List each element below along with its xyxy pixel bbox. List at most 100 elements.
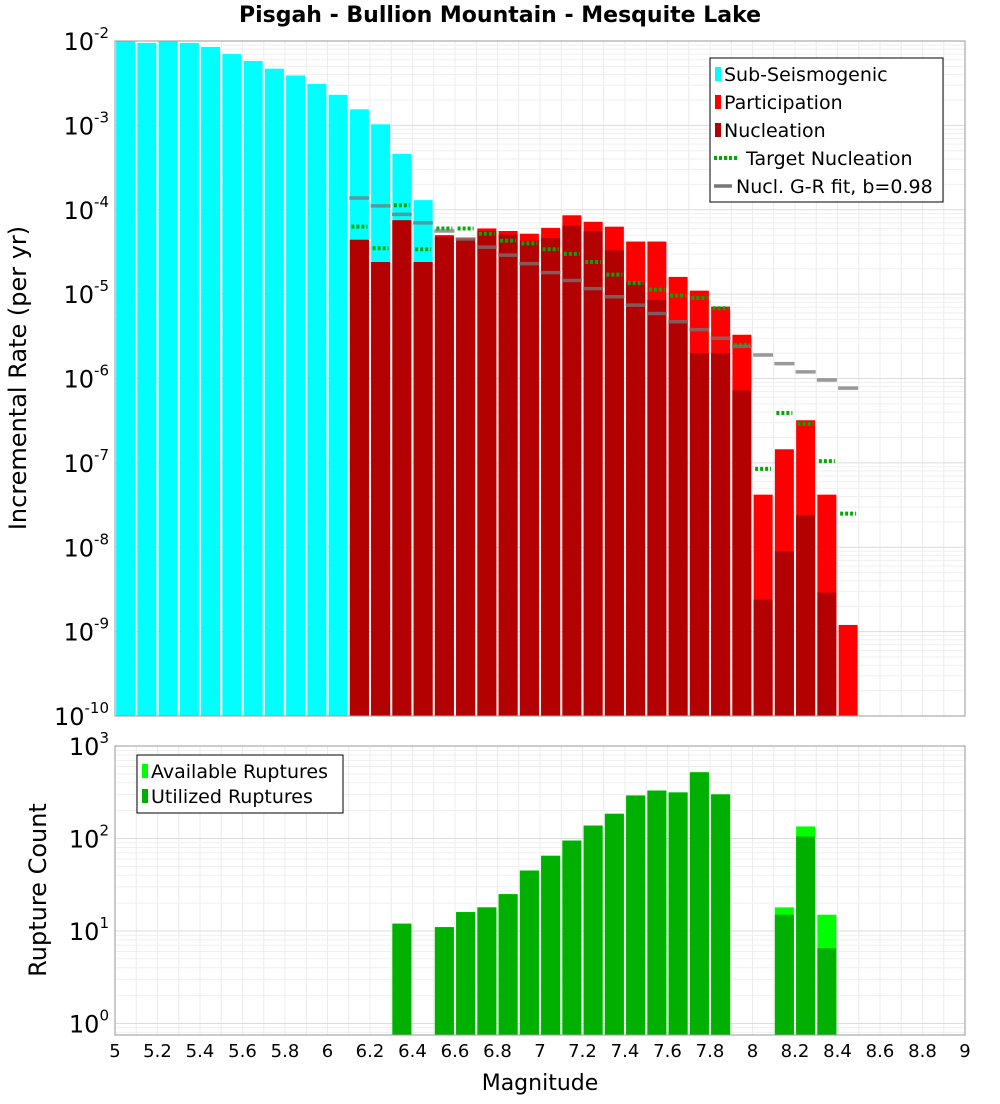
legend-box xyxy=(136,754,344,814)
legend-box xyxy=(709,57,944,203)
legend-item: Sub-Seismogenic xyxy=(715,64,888,86)
plot-frame-1 xyxy=(114,745,966,1036)
x-tick-label: 5 xyxy=(109,1041,120,1062)
legend-item: Participation xyxy=(715,92,843,114)
legend-swatch xyxy=(142,789,148,803)
bar xyxy=(519,240,539,717)
legend-label: Utilized Ruptures xyxy=(151,786,313,808)
x-tick-label: 8.8 xyxy=(908,1041,937,1062)
bar xyxy=(158,41,178,716)
bar xyxy=(477,907,497,1035)
bar xyxy=(371,262,391,716)
x-tick-label: 6.8 xyxy=(483,1041,512,1062)
legend-item: Target Nucleation xyxy=(714,148,913,170)
x-tick-label: 5.8 xyxy=(271,1041,300,1062)
bar xyxy=(307,83,327,716)
bar xyxy=(286,75,306,717)
y-tick-labels-1: 100 101 102 103 xyxy=(69,729,109,1038)
legend-0: Sub-Seismogenic Participation Nucleation Ta… xyxy=(709,57,944,203)
x-tick-label: 6 xyxy=(322,1041,333,1062)
bar xyxy=(647,300,667,716)
legend-label: Participation xyxy=(724,92,843,114)
bar xyxy=(392,220,412,717)
x-axis-label: Magnitude xyxy=(482,1071,599,1096)
bar xyxy=(583,825,603,1035)
bar xyxy=(604,250,624,717)
bar xyxy=(519,870,539,1035)
legend-label: Sub-Seismogenic xyxy=(724,64,888,86)
bar xyxy=(413,262,433,716)
bottom-y-axis-label: Rupture Count xyxy=(24,803,52,977)
y-tick-label: 10-3 xyxy=(63,108,109,140)
x-tick-labels: 5 5.2 5.4 5.6 5.8 6 6.2 6.4 6.6 6.8 7 7.2 7.4 7.6 7.8 8… xyxy=(109,1041,970,1062)
bar xyxy=(838,624,858,716)
y-tick-label: 10-2 xyxy=(63,24,109,56)
bar xyxy=(264,68,284,716)
bar xyxy=(456,912,476,1035)
y-tick-labels-0: 10-10 10-9 10-8 10-7 10-6 10-5 10-4 10-3 10-2 xyxy=(54,24,109,731)
y-tick-label: 10-9 xyxy=(63,615,109,647)
series-utilized-ruptures xyxy=(392,772,837,1035)
bar xyxy=(753,599,773,716)
x-tick-label: 8 xyxy=(747,1041,758,1062)
legend-swatch xyxy=(715,67,721,81)
bar xyxy=(817,948,837,1035)
bar xyxy=(349,239,369,716)
bar xyxy=(456,239,476,716)
y-tick-label: 100 xyxy=(69,1006,109,1038)
legend-label: Available Ruptures xyxy=(151,761,328,783)
bar xyxy=(668,792,688,1035)
bar xyxy=(541,238,561,716)
bar xyxy=(711,353,731,716)
bar xyxy=(498,234,518,716)
x-tick-label: 7 xyxy=(534,1041,545,1062)
x-tick-label: 8.2 xyxy=(781,1041,810,1062)
bar xyxy=(137,42,157,716)
bar xyxy=(689,353,709,716)
bar xyxy=(179,42,199,716)
bar xyxy=(562,840,582,1035)
legend-item: Nucleation xyxy=(715,120,826,142)
bar xyxy=(498,894,518,1035)
legend-1: Available Ruptures Utilized Ruptures xyxy=(136,754,344,814)
bar xyxy=(626,281,646,716)
y-tick-label: 10-10 xyxy=(54,699,109,731)
bar xyxy=(583,230,603,716)
bar xyxy=(541,855,561,1035)
bar xyxy=(562,225,582,716)
legend-swatch xyxy=(715,123,721,137)
x-tick-label: 8.6 xyxy=(866,1041,895,1062)
chart-title: Pisgah - Bullion Mountain - Mesquite Lak… xyxy=(239,3,761,28)
legend-label: Nucleation xyxy=(724,120,826,142)
x-tick-label: 7.6 xyxy=(653,1041,682,1062)
bar xyxy=(817,592,837,716)
bar xyxy=(434,927,454,1035)
bar xyxy=(477,230,497,716)
y-tick-label: 10-8 xyxy=(63,530,109,562)
bar xyxy=(774,551,794,716)
legend-item: Utilized Ruptures xyxy=(142,786,313,808)
bar xyxy=(689,772,709,1035)
x-tick-label: 7.8 xyxy=(696,1041,725,1062)
y-tick-label: 103 xyxy=(69,729,109,761)
y-tick-label: 102 xyxy=(69,821,109,853)
plot-frame-0 xyxy=(114,40,966,717)
bar xyxy=(626,795,646,1035)
bar xyxy=(392,923,412,1035)
y-tick-label: 10-7 xyxy=(63,446,109,478)
legend-item: Available Ruptures xyxy=(142,761,328,783)
x-tick-label: 5.2 xyxy=(143,1041,172,1062)
x-tick-label: 8.4 xyxy=(823,1041,852,1062)
series-nucl-g-r-fit-b-0-98 xyxy=(349,196,859,390)
bar xyxy=(434,236,454,716)
legend-label: Target Nucleation xyxy=(745,148,913,170)
y-tick-label: 10-5 xyxy=(63,277,109,309)
bar xyxy=(647,790,667,1035)
bar xyxy=(604,813,624,1035)
x-tick-label: 5.4 xyxy=(186,1041,215,1062)
bar xyxy=(222,54,242,717)
x-tick-label: 6.2 xyxy=(356,1041,385,1062)
bar xyxy=(328,94,348,716)
